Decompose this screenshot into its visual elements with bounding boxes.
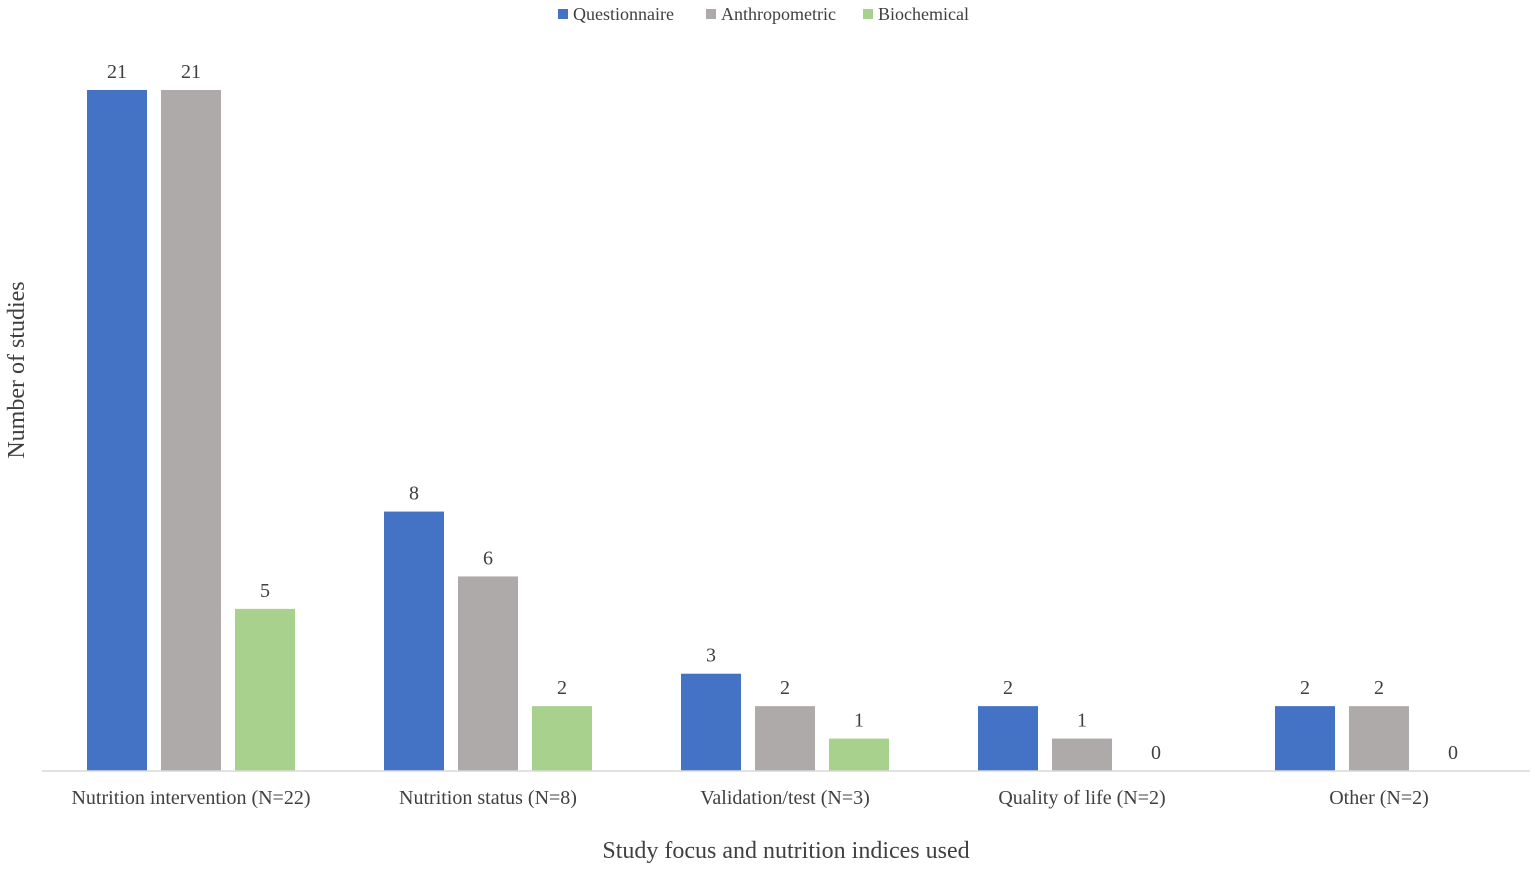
legend-label-biochemical: Biochemical bbox=[878, 4, 969, 24]
legend: Questionnaire Anthropometric Biochemical bbox=[558, 4, 969, 24]
data-label-biochemical-0: 5 bbox=[260, 580, 270, 602]
bar-questionnaire-0 bbox=[87, 90, 147, 771]
bar-anthropometric-3 bbox=[1052, 738, 1112, 771]
data-label-biochemical-4: 0 bbox=[1448, 742, 1458, 764]
bar-questionnaire-1 bbox=[384, 511, 444, 771]
category-label-2: Validation/test (N=3) bbox=[700, 787, 870, 809]
bar-anthropometric-1 bbox=[458, 576, 518, 771]
legend-swatch-questionnaire bbox=[558, 9, 568, 19]
bar-biochemical-1 bbox=[532, 706, 592, 771]
legend-swatch-biochemical bbox=[863, 9, 873, 19]
bar-questionnaire-2 bbox=[681, 673, 741, 771]
x-axis-title: Study focus and nutrition indices used bbox=[602, 838, 969, 864]
data-label-anthropometric-0: 21 bbox=[181, 61, 201, 83]
data-label-questionnaire-1: 8 bbox=[409, 483, 419, 505]
bars-group bbox=[87, 90, 1409, 771]
data-label-anthropometric-1: 6 bbox=[483, 547, 493, 569]
category-label-4: Other (N=2) bbox=[1329, 787, 1429, 809]
data-label-questionnaire-4: 2 bbox=[1300, 677, 1310, 699]
bar-biochemical-2 bbox=[829, 738, 889, 771]
data-label-biochemical-1: 2 bbox=[557, 677, 567, 699]
bar-questionnaire-4 bbox=[1275, 706, 1335, 771]
legend-label-anthropometric: Anthropometric bbox=[721, 4, 836, 24]
bar-anthropometric-2 bbox=[755, 706, 815, 771]
bar-questionnaire-3 bbox=[978, 706, 1038, 771]
data-label-biochemical-3: 0 bbox=[1151, 742, 1161, 764]
legend-swatch-anthropometric bbox=[706, 9, 716, 19]
category-label-0: Nutrition intervention (N=22) bbox=[71, 787, 310, 809]
bar-anthropometric-0 bbox=[161, 90, 221, 771]
data-label-anthropometric-3: 1 bbox=[1077, 710, 1087, 732]
bar-anthropometric-4 bbox=[1349, 706, 1409, 771]
data-label-biochemical-2: 1 bbox=[854, 710, 864, 732]
category-labels-group: Nutrition intervention (N=22) Nutrition s… bbox=[71, 787, 1428, 809]
category-label-3: Quality of life (N=2) bbox=[998, 787, 1165, 809]
category-label-1: Nutrition status (N=8) bbox=[399, 787, 577, 809]
legend-label-questionnaire: Questionnaire bbox=[573, 4, 674, 24]
bar-biochemical-0 bbox=[235, 608, 295, 771]
data-label-questionnaire-3: 2 bbox=[1003, 677, 1013, 699]
data-label-questionnaire-0: 21 bbox=[107, 61, 127, 83]
data-label-anthropometric-2: 2 bbox=[780, 677, 790, 699]
data-label-questionnaire-2: 3 bbox=[706, 645, 716, 667]
data-label-anthropometric-4: 2 bbox=[1374, 677, 1384, 699]
y-axis-title: Number of studies bbox=[4, 281, 30, 458]
